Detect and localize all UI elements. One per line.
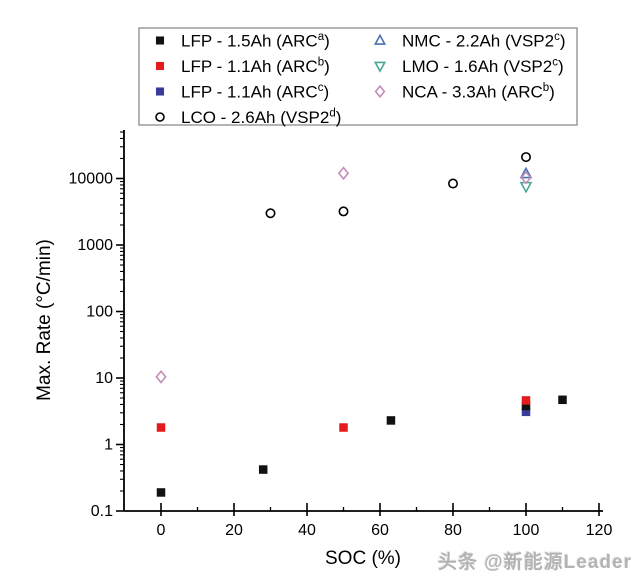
- legend-marker-lfp-15-arca: [155, 36, 165, 45]
- data-point-lfp-15-arca: [386, 416, 396, 425]
- data-point-lfp-15-arca: [258, 465, 268, 474]
- data-point-nca: [337, 166, 350, 181]
- data-point-nca: [520, 170, 532, 185]
- legend: LCO - 2.6Ah (VSP2d) NMC - 2.2Ah (VSP2c) LM…: [138, 27, 578, 128]
- series-lfp-11-arcb: [156, 396, 531, 432]
- data-point-lfp-15-arca: [156, 488, 166, 497]
- y-axis-title: Max. Rate (°C/min): [34, 239, 55, 401]
- data-point-lfp-15-arca: [558, 395, 567, 405]
- data-point-lfp-11-arcb: [156, 423, 166, 432]
- y-tick-label: 1: [104, 437, 113, 454]
- data-point-lco: [265, 208, 276, 219]
- legend-label-nmc: NMC - 2.2Ah (VSP2c): [402, 31, 566, 51]
- data-point-lfp-15-arca: [521, 401, 531, 411]
- data-points: [155, 152, 567, 497]
- legend-label-lmo: LMO - 1.6Ah (VSP2c): [402, 57, 564, 77]
- legend-item-lco: LCO - 2.6Ah (VSP2d): [155, 108, 341, 128]
- legend-marker-lmo: [373, 61, 387, 73]
- legend-item-lfp-11-arcc: LFP - 1.1Ah (ARCc): [155, 82, 329, 102]
- legend-label-lfp-11-arcc: LFP - 1.1Ah (ARCc): [181, 82, 329, 102]
- x-tick-label: 120: [586, 522, 613, 539]
- x-axis-title: SOC (%): [325, 548, 401, 569]
- legend-item-nca: NCA - 3.3Ah (ARCb): [374, 82, 555, 102]
- y-tick-label: 1000: [77, 237, 113, 254]
- x-tick-label: 40: [298, 522, 316, 539]
- legend-label-lfp-11-arcb: LFP - 1.1Ah (ARCb): [181, 57, 330, 77]
- legend-marker-lfp-11-arcb: [155, 61, 165, 71]
- y-tick-label: 10000: [69, 171, 114, 188]
- x-tick-label: 60: [371, 522, 389, 539]
- y-tick-label: 10: [95, 370, 113, 387]
- data-point-nca: [155, 370, 167, 384]
- data-point-lfp-11-arcb: [521, 396, 531, 405]
- data-point-lfp-11-arcb: [339, 423, 348, 432]
- series-lfp-11-arcc: [521, 407, 531, 417]
- legend-marker-nmc: [373, 33, 387, 45]
- series-nca: [155, 166, 532, 384]
- legend-marker-lco: [155, 112, 165, 122]
- data-point-lco: [338, 206, 349, 217]
- tick-labels: 0 20 40 60 80 100 120 0.1 1 10 100 1000 10000: [69, 171, 613, 540]
- series-lco: [265, 152, 531, 219]
- legend-item-lfp-11-arcb: LFP - 1.1Ah (ARCb): [155, 57, 330, 77]
- legend-marker-lfp-11-arcc: [155, 87, 165, 96]
- x-tick-label: 0: [157, 522, 166, 539]
- axes: [116, 130, 603, 516]
- series-nmc: [519, 166, 533, 179]
- legend-item-nmc: NMC - 2.2Ah (VSP2c): [373, 31, 566, 51]
- legend-marker-nca: [374, 84, 386, 99]
- legend-label-nca: NCA - 3.3Ah (ARCb): [402, 82, 555, 102]
- x-tick-label: 80: [444, 522, 462, 539]
- legend-box: [138, 27, 578, 126]
- legend-label-lfp-15-arca: LFP - 1.5Ah (ARCa): [181, 31, 330, 51]
- data-point-lfp-11-arcc: [521, 407, 531, 417]
- data-point-lco: [520, 152, 531, 163]
- legend-item-lfp-15-arca: LFP - 1.5Ah (ARCa): [155, 31, 330, 51]
- data-point-lco: [447, 178, 458, 189]
- watermark: 头条 @新能源Leader: [437, 552, 632, 573]
- legend-item-lmo: LMO - 1.6Ah (VSP2c): [373, 57, 564, 77]
- data-point-nmc: [519, 166, 533, 179]
- y-tick-label: 0.1: [91, 503, 113, 520]
- series-lfp-15-arca: [156, 395, 567, 497]
- y-tick-label: 100: [86, 304, 113, 321]
- legend-label-lco: LCO - 2.6Ah (VSP2d): [181, 108, 341, 128]
- x-tick-label: 100: [513, 522, 540, 539]
- x-tick-label: 20: [225, 522, 243, 539]
